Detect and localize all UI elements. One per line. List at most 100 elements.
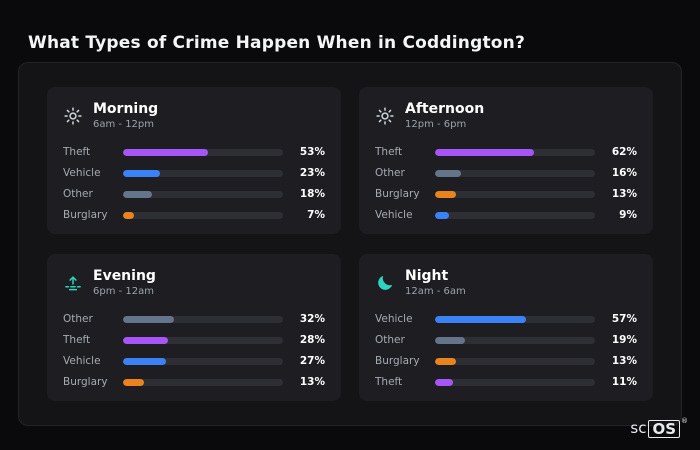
crime-percent-value: 9% [619, 209, 637, 221]
bar-fill [435, 148, 535, 156]
registered-mark: ® [681, 416, 688, 425]
crime-type-label: Burglary [375, 188, 420, 200]
crime-type-label: Theft [375, 376, 403, 388]
bar-track [435, 190, 595, 198]
bar-fill [435, 211, 450, 219]
crime-bar-row: Theft 62% [375, 146, 637, 158]
sun-icon [375, 106, 395, 126]
card-subtitle: 6pm - 12am [93, 286, 155, 297]
crime-bar-row: Other 19% [375, 334, 637, 346]
bar-track [435, 148, 595, 156]
crime-type-label: Other [63, 313, 93, 325]
card-subtitle: 6am - 12pm [93, 119, 155, 130]
bar-track [123, 336, 283, 344]
crime-type-label: Vehicle [375, 209, 413, 221]
card-header: Morning 6am - 12pm [63, 101, 325, 130]
crime-percent-value: 23% [299, 167, 325, 179]
bar-rows: Other 32% Theft 28% Vehicle 27% Burglary… [63, 313, 325, 388]
bar-track [123, 378, 283, 386]
brand-text-plain: sc [630, 418, 647, 437]
crime-type-label: Other [63, 188, 93, 200]
card-subtitle: 12pm - 6pm [405, 119, 467, 130]
bar-fill [435, 357, 456, 365]
crime-percent-value: 62% [611, 146, 637, 158]
bar-fill [123, 336, 168, 344]
time-period-card: Evening 6pm - 12am Other 32% Theft 28% V… [47, 254, 341, 401]
bar-track [123, 190, 283, 198]
crime-percent-value: 13% [611, 188, 637, 200]
crime-percent-value: 28% [299, 334, 325, 346]
card-title: Evening [93, 268, 156, 284]
card-header-text: Morning 6am - 12pm [93, 101, 158, 130]
bar-rows: Vehicle 57% Other 19% Burglary 13% Theft… [375, 313, 637, 388]
crime-bar-row: Other 18% [63, 188, 325, 200]
crime-dashboard-panel: Morning 6am - 12pm Theft 53% Vehicle 23%… [18, 62, 682, 426]
card-title: Morning [93, 101, 159, 117]
crime-bar-row: Vehicle 23% [63, 167, 325, 179]
card-title: Night [405, 268, 449, 284]
crime-type-label: Burglary [375, 355, 420, 367]
crime-percent-value: 11% [611, 376, 637, 388]
crime-type-label: Other [375, 167, 405, 179]
bar-track [435, 169, 595, 177]
bar-fill [123, 169, 160, 177]
crime-bar-row: Burglary 13% [375, 355, 637, 367]
crime-bar-row: Other 32% [63, 313, 325, 325]
crime-bar-row: Vehicle 9% [375, 209, 637, 221]
bar-fill [435, 169, 461, 177]
time-period-card: Night 12am - 6am Vehicle 57% Other 19% B… [359, 254, 653, 401]
bar-fill [435, 378, 453, 386]
crime-type-label: Other [375, 334, 405, 346]
bar-track [435, 357, 595, 365]
bar-fill [123, 315, 175, 323]
crime-bar-row: Theft 11% [375, 376, 637, 388]
crime-percent-value: 27% [299, 355, 325, 367]
time-period-card: Afternoon 12pm - 6pm Theft 62% Other 16%… [359, 87, 653, 234]
crime-type-label: Theft [63, 334, 91, 346]
bar-track [123, 315, 283, 323]
crime-type-label: Vehicle [63, 167, 101, 179]
card-header-text: Afternoon 12pm - 6pm [405, 101, 484, 130]
bar-fill [123, 357, 167, 365]
bar-fill [123, 211, 135, 219]
time-period-card: Morning 6am - 12pm Theft 53% Vehicle 23%… [47, 87, 341, 234]
card-header: Evening 6pm - 12am [63, 268, 325, 297]
crime-bar-row: Vehicle 57% [375, 313, 637, 325]
bar-fill [123, 190, 152, 198]
crime-percent-value: 57% [611, 313, 637, 325]
bar-rows: Theft 53% Vehicle 23% Other 18% Burglary… [63, 146, 325, 221]
bar-fill [435, 336, 466, 344]
card-header-text: Night 12am - 6am [405, 268, 466, 297]
crime-type-label: Theft [375, 146, 403, 158]
card-header-text: Evening 6pm - 12am [93, 268, 156, 297]
crime-percent-value: 13% [299, 376, 325, 388]
crime-bar-row: Theft 28% [63, 334, 325, 346]
page-title: What Types of Crime Happen When in Coddi… [28, 33, 526, 54]
crime-percent-value: 53% [299, 146, 325, 158]
bar-track [435, 211, 595, 219]
brand-logo: sc OS ® [630, 416, 688, 438]
crime-percent-value: 16% [611, 167, 637, 179]
crime-bar-row: Other 16% [375, 167, 637, 179]
crime-bar-row: Burglary 7% [63, 209, 325, 221]
bar-track [435, 336, 595, 344]
sun-icon [63, 106, 83, 126]
crime-type-label: Theft [63, 146, 91, 158]
bar-fill [123, 148, 208, 156]
bar-fill [435, 190, 456, 198]
crime-percent-value: 32% [299, 313, 325, 325]
crime-percent-value: 7% [307, 209, 325, 221]
moon-icon [375, 273, 395, 293]
crime-percent-value: 18% [299, 188, 325, 200]
crime-type-label: Vehicle [375, 313, 413, 325]
bar-track [123, 148, 283, 156]
crime-type-label: Burglary [63, 209, 108, 221]
crime-percent-value: 13% [611, 355, 637, 367]
bar-track [435, 378, 595, 386]
bar-fill [123, 378, 144, 386]
crime-type-label: Burglary [63, 376, 108, 388]
crime-bar-row: Theft 53% [63, 146, 325, 158]
bar-track [123, 169, 283, 177]
crime-bar-row: Burglary 13% [375, 188, 637, 200]
cards-grid: Morning 6am - 12pm Theft 53% Vehicle 23%… [47, 87, 653, 401]
